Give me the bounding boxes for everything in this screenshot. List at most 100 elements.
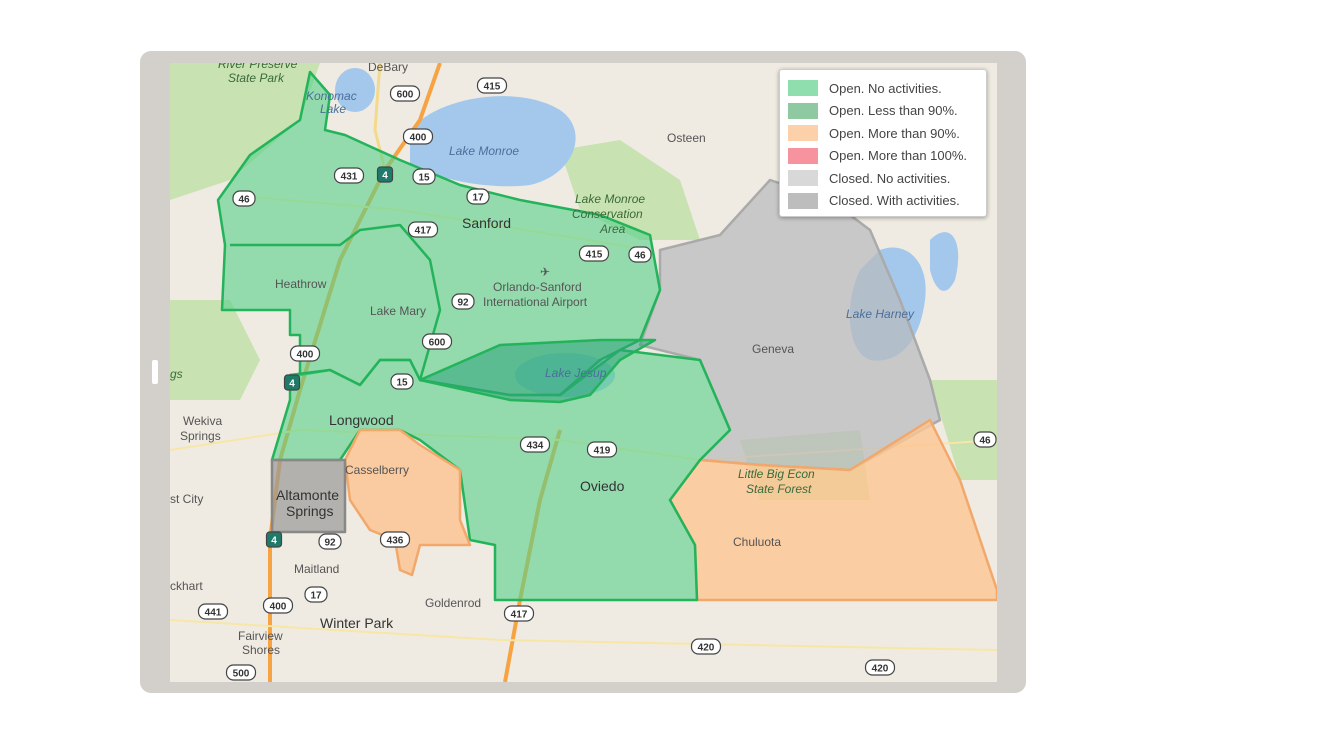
route-shield: 15 — [412, 168, 436, 185]
map-legend: Open. No activities. Open. Less than 90%… — [779, 69, 987, 217]
place-label: Sanford — [462, 215, 511, 231]
legend-label: Closed. With activities. — [829, 193, 960, 209]
place-label: Lake Jesup — [545, 366, 607, 380]
route-shield: 417 — [407, 221, 439, 238]
place-label: Area — [599, 222, 626, 236]
route-shield: 417 — [503, 605, 535, 622]
svg-text:500: 500 — [233, 669, 250, 680]
route-shield: 400 — [402, 128, 434, 145]
place-label: Chuluota — [733, 535, 781, 549]
svg-text:600: 600 — [397, 90, 414, 101]
legend-item: Open. More than 90%. — [788, 122, 978, 145]
route-shield: 431 — [333, 167, 365, 184]
place-label: Casselberry — [345, 463, 409, 477]
route-shield: 436 — [379, 531, 411, 548]
legend-swatch — [788, 192, 818, 209]
place-label: Lake Monroe — [449, 144, 519, 158]
route-shield: 46 — [232, 190, 256, 207]
svg-text:46: 46 — [238, 195, 250, 206]
interstate-shield: 4 — [283, 374, 301, 391]
legend-item: Closed. With activities. — [788, 190, 978, 213]
legend-swatch — [788, 170, 818, 187]
region-orange-casselberry[interactable] — [343, 428, 472, 577]
map-canvas[interactable]: River Preserve State Park DeBary Konomac… — [170, 63, 997, 682]
place-label: River Preserve — [218, 63, 298, 71]
svg-text:420: 420 — [872, 664, 889, 675]
route-shield: 420 — [690, 638, 722, 655]
legend-label: Open. Less than 90%. — [829, 103, 958, 119]
legend-label: Open. More than 90%. — [829, 125, 960, 141]
route-shield: 600 — [421, 333, 453, 350]
legend-label: Open. More than 100%. — [829, 148, 968, 164]
place-label: Lake Mary — [370, 304, 426, 318]
place-label: Goldenrod — [425, 596, 481, 610]
svg-text:92: 92 — [324, 538, 336, 549]
route-shield: 415 — [476, 77, 508, 94]
svg-text:400: 400 — [410, 133, 427, 144]
place-label: Winter Park — [320, 615, 394, 631]
svg-text:441: 441 — [205, 608, 222, 619]
place-label: DeBary — [368, 63, 408, 74]
place-label: Springs — [286, 503, 333, 519]
place-label: Heathrow — [275, 277, 327, 291]
route-shield: 92 — [451, 293, 475, 310]
region-gray-altamonte[interactable] — [270, 458, 347, 534]
svg-text:434: 434 — [527, 441, 544, 452]
place-label: Little Big Econ — [738, 467, 815, 481]
legend-item: Open. No activities. — [788, 77, 978, 100]
svg-text:15: 15 — [396, 378, 408, 389]
route-shield: 441 — [197, 603, 229, 620]
legend-label: Closed. No activities. — [829, 170, 951, 186]
svg-text:46: 46 — [979, 436, 991, 447]
svg-text:417: 417 — [511, 610, 528, 621]
place-label: Lake — [320, 102, 346, 116]
route-shield: 500 — [225, 664, 257, 681]
legend-label: Open. No activities. — [829, 80, 942, 96]
route-shield: 17 — [466, 188, 490, 205]
route-shield: 46 — [628, 246, 652, 263]
place-label: Konomac — [306, 89, 357, 103]
route-shield: 419 — [586, 441, 618, 458]
place-label: Geneva — [752, 342, 794, 356]
place-label: Wekiva — [183, 414, 222, 428]
place-label: gs — [170, 367, 183, 381]
place-label: State Park — [228, 71, 285, 85]
place-label: Altamonte — [276, 487, 339, 503]
svg-text:4: 4 — [271, 536, 277, 547]
place-label: ckhart — [170, 579, 203, 593]
route-shield: 15 — [390, 373, 414, 390]
route-shield: 17 — [304, 586, 328, 603]
route-shield: 434 — [519, 436, 551, 453]
svg-text:17: 17 — [310, 591, 322, 602]
legend-item: Closed. No activities. — [788, 167, 978, 190]
svg-text:400: 400 — [297, 350, 314, 361]
svg-text:420: 420 — [698, 643, 715, 654]
legend-swatch — [788, 80, 818, 97]
place-label: Springs — [180, 429, 221, 443]
svg-text:4: 4 — [289, 379, 295, 390]
interstate-shield: 4 — [376, 166, 394, 183]
place-label: Conservation — [572, 207, 643, 221]
place-label: Lake Monroe — [575, 192, 645, 206]
place-label: Shores — [242, 643, 280, 657]
place-label: International Airport — [483, 295, 588, 309]
route-shield: 400 — [289, 345, 321, 362]
legend-item: Open. Less than 90%. — [788, 100, 978, 123]
svg-text:436: 436 — [387, 536, 404, 547]
svg-text:92: 92 — [457, 298, 469, 309]
legend-swatch — [788, 102, 818, 119]
regions[interactable] — [216, 70, 997, 602]
home-button[interactable] — [152, 360, 158, 384]
place-label: Oviedo — [580, 478, 625, 494]
region-green-jesup[interactable] — [418, 338, 657, 404]
svg-text:15: 15 — [418, 173, 430, 184]
svg-text:419: 419 — [594, 446, 611, 457]
place-label: Orlando-Sanford — [493, 280, 582, 294]
svg-text:17: 17 — [472, 193, 484, 204]
place-label: Osteen — [667, 131, 706, 145]
legend-swatch — [788, 147, 818, 164]
place-label: Maitland — [294, 562, 339, 576]
place-label: Lake Harney — [846, 307, 915, 321]
place-label: Fairview — [238, 629, 283, 643]
svg-text:4: 4 — [382, 171, 388, 182]
